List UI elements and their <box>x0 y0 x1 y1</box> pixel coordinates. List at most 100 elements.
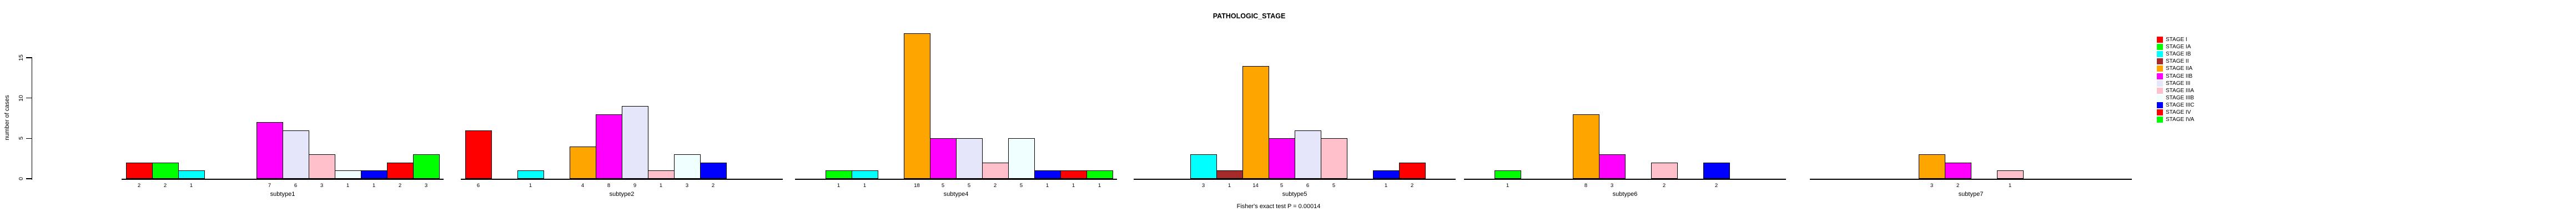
bar-count-label: 9 <box>633 183 637 189</box>
bar-count-label: 2 <box>1714 183 1718 189</box>
bar-subtype4-stage-ib <box>852 170 878 179</box>
bar-count-label: 5 <box>941 183 945 189</box>
bar-subtype4-stage-iia <box>904 33 930 179</box>
bar-count-label: 1 <box>1384 183 1388 189</box>
bar-subtype4-stage-iiia <box>982 163 1009 179</box>
group-label-subtype4: subtype4 <box>943 191 969 198</box>
legend-label: STAGE IIIA <box>2166 87 2194 94</box>
bar-count-label: 1 <box>2008 183 2012 189</box>
bar-subtype2-stage-iia <box>570 147 596 179</box>
bar-subtype1-stage-iiib <box>335 170 361 179</box>
bar-count-label: 3 <box>1610 183 1614 189</box>
bar-count-label: 6 <box>1306 183 1310 189</box>
bar-count-label: 3 <box>424 183 428 189</box>
legend-swatch-stage-ii <box>2157 58 2163 65</box>
legend-label: STAGE IIA <box>2166 65 2193 72</box>
bar-count-label: 1 <box>837 183 841 189</box>
legend-swatch-stage-i <box>2157 37 2163 43</box>
bar-count-label: 2 <box>993 183 997 189</box>
legend-swatch-stage-iiib <box>2157 94 2163 101</box>
fisher-test-caption: Fisher's exact test P = 0.00014 <box>1236 203 1321 210</box>
bar-count-label: 5 <box>1280 183 1284 189</box>
bar-count-label: 1 <box>189 183 193 189</box>
x-axis-segment <box>1134 179 1456 180</box>
bar-count-label: 5 <box>967 183 971 189</box>
bar-count-label: 1 <box>863 183 867 189</box>
legend-swatch-stage-iib <box>2157 73 2163 79</box>
bar-count-label: 3 <box>1201 183 1205 189</box>
bar-count-label: 1 <box>372 183 376 189</box>
x-axis-segment <box>461 179 783 180</box>
bar-subtype2-stage-iiib <box>674 154 701 179</box>
x-axis-segment <box>122 179 444 180</box>
chart-title: PATHOLOGIC_STAGE <box>1212 12 1286 20</box>
y-tick-label: 10 <box>18 94 24 102</box>
legend-label: STAGE II <box>2166 58 2189 65</box>
bar-count-label: 8 <box>607 183 611 189</box>
bar-subtype6-stage-ia <box>1495 170 1521 179</box>
y-tick-label: 0 <box>18 177 24 180</box>
legend-label: STAGE IA <box>2166 44 2191 51</box>
bar-subtype5-stage-ib <box>1190 154 1217 179</box>
legend-swatch-stage-ib <box>2157 51 2163 58</box>
bar-count-label: 3 <box>685 183 689 189</box>
bar-subtype1-stage-iiia <box>309 154 335 179</box>
bar-count-label: 5 <box>1332 183 1336 189</box>
y-tick <box>26 138 32 139</box>
bar-subtype5-stage-iv <box>1399 163 1426 179</box>
bar-subtype7-stage-iia <box>1919 154 1945 179</box>
legend-swatch-stage-iv <box>2157 109 2163 115</box>
legend-label: STAGE IIB <box>2166 73 2193 79</box>
bar-count-label: 1 <box>1045 183 1049 189</box>
legend-swatch-stage-iiia <box>2157 87 2163 94</box>
group-label-subtype5: subtype5 <box>1282 191 1307 198</box>
bar-count-label: 6 <box>294 183 298 189</box>
bar-count-label: 2 <box>711 183 715 189</box>
bar-count-label: 2 <box>1956 183 1960 189</box>
bar-subtype6-stage-iiic <box>1703 163 1730 179</box>
bar-count-label: 8 <box>1584 183 1588 189</box>
bar-count-label: 1 <box>1071 183 1075 189</box>
x-axis-segment <box>795 179 1117 180</box>
y-tick <box>26 178 32 179</box>
legend-label: STAGE IV <box>2166 109 2191 115</box>
bar-subtype6-stage-iiia <box>1651 163 1678 179</box>
bar-count-label: 2 <box>398 183 402 189</box>
bar-subtype5-stage-iiia <box>1321 138 1347 179</box>
bar-count-label: 1 <box>659 183 663 189</box>
bar-subtype1-stage-iib <box>256 122 283 179</box>
bar-subtype2-stage-iib <box>596 114 622 179</box>
bar-count-label: 5 <box>1019 183 1023 189</box>
legend-swatch-stage-ia <box>2157 44 2163 51</box>
bar-count-label: 6 <box>476 183 480 189</box>
legend-label: STAGE IVA <box>2166 117 2195 123</box>
bar-subtype6-stage-iia <box>1573 114 1599 179</box>
y-tick <box>26 57 32 58</box>
bar-count-label: 2 <box>1410 183 1414 189</box>
bar-subtype5-stage-iia <box>1242 66 1269 179</box>
bar-subtype5-stage-iib <box>1269 138 1295 179</box>
legend-label: STAGE IIIC <box>2166 102 2195 108</box>
legend-label: STAGE I <box>2166 37 2187 43</box>
legend-label: STAGE IIIB <box>2166 94 2194 101</box>
bar-count-label: 14 <box>1252 183 1259 189</box>
y-axis-line <box>31 57 32 180</box>
y-tick-label: 15 <box>18 54 24 61</box>
bar-subtype4-stage-iiic <box>1034 170 1061 179</box>
bar-subtype7-stage-iiia <box>1997 170 2024 179</box>
bar-subtype1-stage-iii <box>283 130 309 179</box>
bar-subtype5-stage-iiic <box>1373 170 1400 179</box>
bar-count-label: 1 <box>346 183 350 189</box>
bar-subtype5-stage-ii <box>1216 170 1243 179</box>
bar-subtype1-stage-iva <box>413 154 440 179</box>
bar-subtype7-stage-iib <box>1945 163 1971 179</box>
bar-subtype2-stage-i <box>465 130 492 179</box>
legend-label: STAGE III <box>2166 80 2191 87</box>
legend-label: STAGE IB <box>2166 51 2191 58</box>
bar-subtype4-stage-iv <box>1060 170 1087 179</box>
y-tick <box>26 97 32 99</box>
bar-subtype1-stage-iiic <box>361 170 388 179</box>
y-tick-label: 5 <box>18 137 24 140</box>
bar-count-label: 1 <box>1098 183 1101 189</box>
